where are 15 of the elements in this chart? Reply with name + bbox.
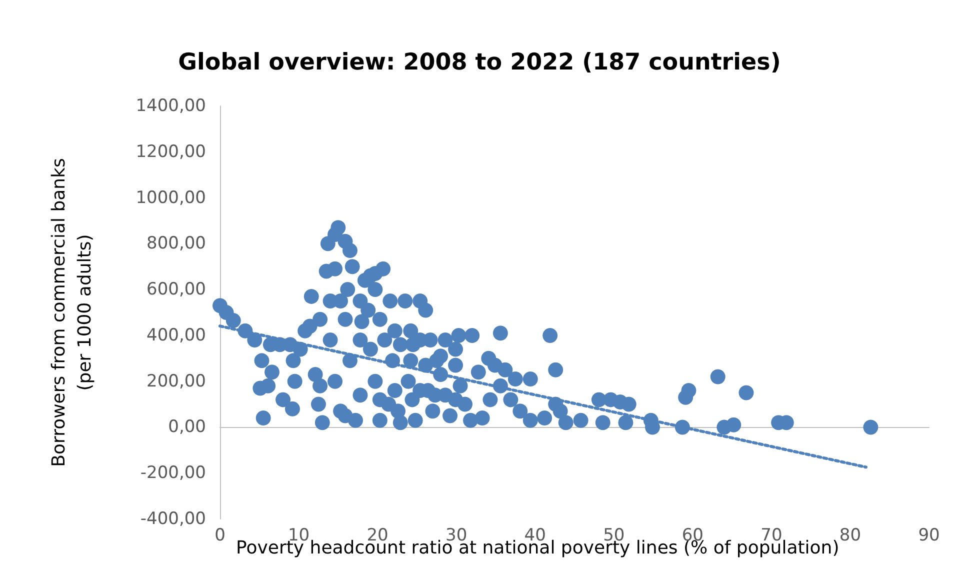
y-axis-title: Borrowers from commercial banks (per 1000 adults) [48, 158, 96, 467]
x-tick-label: 0 [214, 526, 226, 546]
y-tick-label: 200,00 [146, 371, 206, 392]
y-tick-label: -400,00 [140, 509, 206, 529]
chart-title: Global overview: 2008 to 2022 (187 countries) [178, 50, 781, 76]
y-tick-label: 1000,00 [136, 188, 206, 208]
x-tick-label: 80 [839, 526, 862, 546]
x-tick-label: 90 [918, 526, 940, 546]
y-tick-label: 400,00 [146, 325, 206, 346]
y-tick-label: 1400,00 [136, 96, 206, 116]
y-tick-label: 0,00 [168, 417, 206, 438]
y-tick-label: -200,00 [140, 463, 206, 484]
y-tick-label: 1200,00 [136, 142, 206, 162]
y-tick-label: 600,00 [146, 280, 206, 300]
y-tick-label: 800,00 [146, 234, 206, 254]
